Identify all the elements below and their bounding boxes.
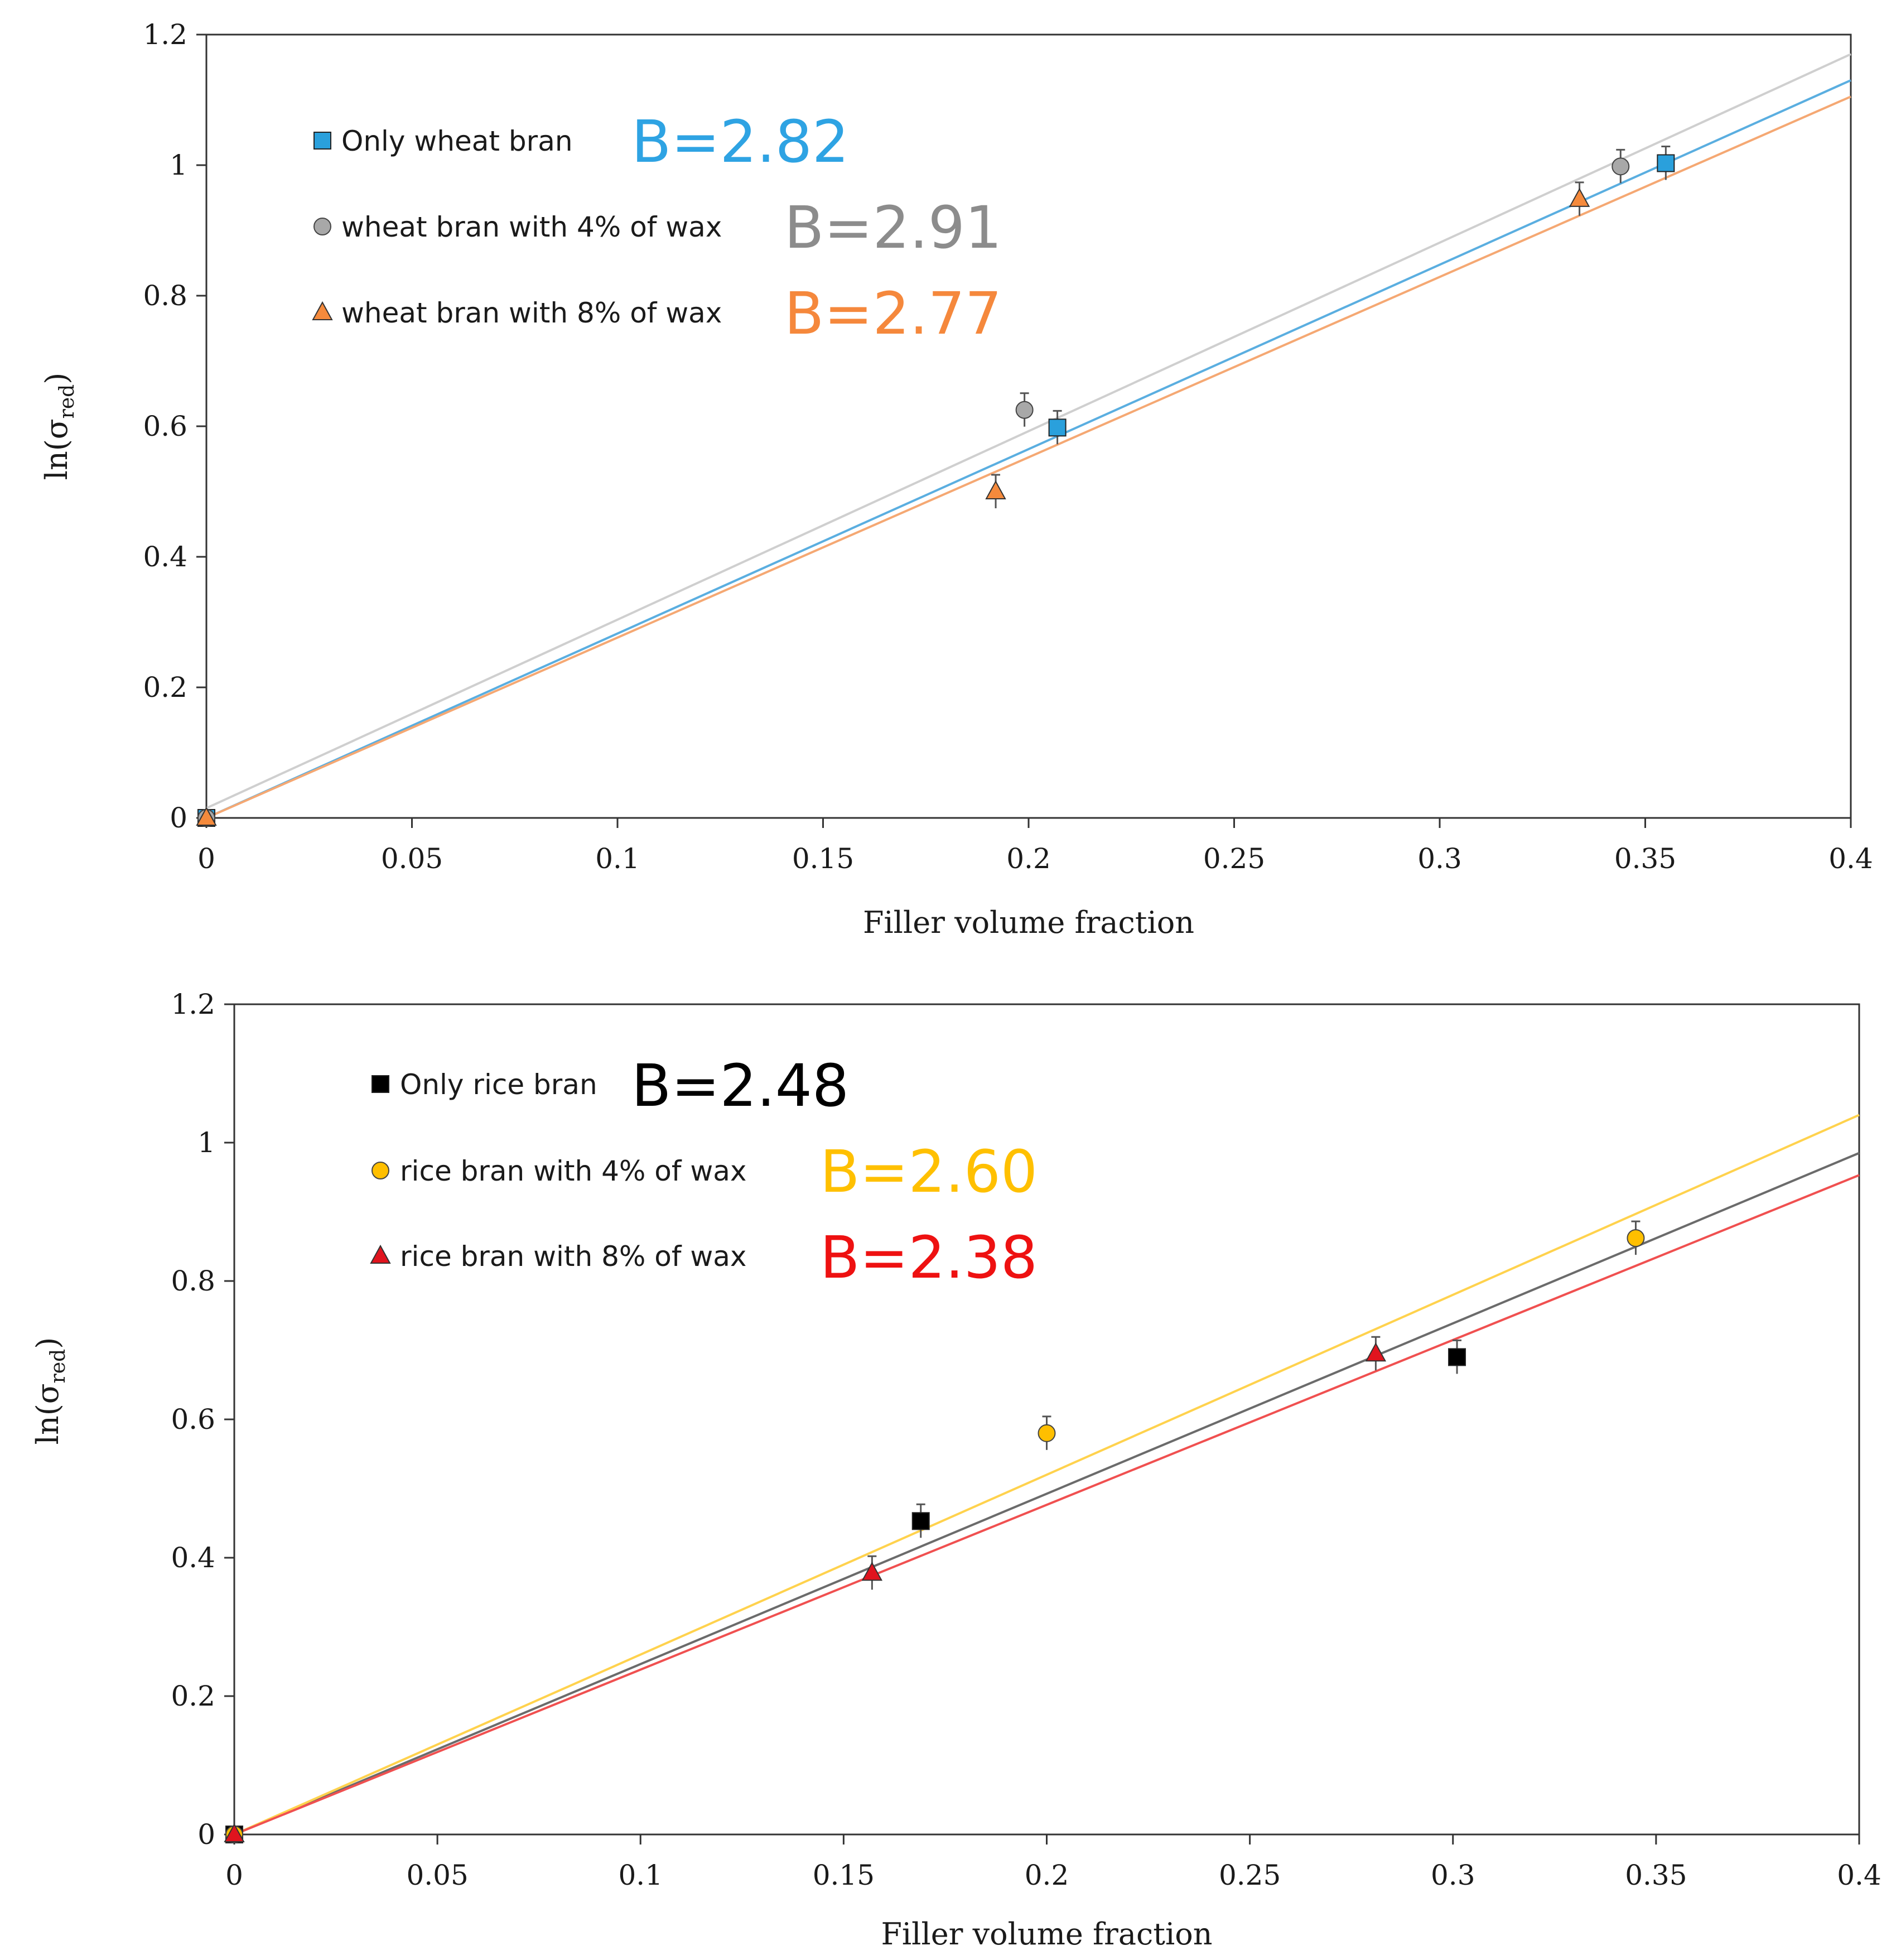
chart2-y-tick-label: 0.2 [171,1680,215,1712]
chart1-series-3-point-3 [1569,187,1590,207]
chart1-b-value-1: B=2.82 [631,108,849,176]
chart1-y-tick-label: 0.4 [143,541,187,573]
chart2-series-1-point-2 [911,1512,930,1530]
chart2-legend-marker-3 [370,1244,391,1264]
chart2-series-1-point-3 [1448,1348,1466,1366]
chart1-fit-line-2 [206,53,1851,810]
chart2-series-3-point-1 [224,1823,245,1842]
chart2-x-tick-label: 0.25 [1219,1859,1281,1891]
chart1-b-value-3: B=2.77 [784,280,1002,348]
chart1-series-2-point-3 [1611,157,1630,176]
chart1-series-3-point-1 [196,806,217,826]
chart1-x-axis-title: Filler volume fraction [863,905,1194,940]
chart2-x-tick-label: 0.35 [1625,1859,1687,1891]
chart1-legend-marker-3 [312,301,333,320]
chart1-series-3-point-2 [985,480,1006,499]
chart2-legend-marker-2 [371,1162,389,1179]
chart1-x-tick-label: 0.25 [1203,842,1265,875]
chart1-x-tick-label: 0 [197,842,215,875]
chart1-y-tick-label: 0.6 [143,410,187,442]
chart1-x-tick-label: 0.35 [1614,842,1676,875]
chart1-y-tick-label: 0 [170,802,187,834]
chart1-y-axis-title: ln(σred) [39,373,79,480]
chart1-x-tick-label: 0.3 [1417,842,1462,875]
chart2-legend-label-1: Only rice bran [400,1068,597,1101]
chart1-x-tick-label: 0.4 [1828,842,1873,875]
chart2-fit-line-2 [234,1114,1860,1836]
chart1: 0 0.05 0.1 0.15 0.2 0.25 0.3 0.35 0.4 0 0.2 0.4 0.6 0… [39,18,1873,940]
chart2-x-tick-label: 0.05 [406,1859,468,1891]
chart2-y-tick-label: 1.2 [171,988,215,1020]
chart1-series-1-point-2 [1048,418,1067,437]
chart1-legend-label-2: wheat bran with 4% of wax [341,211,722,243]
chart2-series-2-point-3 [1627,1229,1645,1248]
chart2-y-tick-label: 0.6 [171,1403,215,1436]
chart1-y-tick-label: 0.8 [143,280,187,312]
chart2-series-3-point-2 [861,1562,883,1581]
chart2-b-value-3: B=2.38 [820,1224,1038,1292]
chart1-legend-marker-2 [313,218,331,235]
chart1-x-tick-label: 0.05 [381,842,443,875]
chart2: 0 0.05 0.1 0.15 0.2 0.25 0.3 0.35 0.4 0 0.2 0.4 0.6 0… [30,988,1881,1952]
chart2-y-tick-label: 0.4 [171,1542,215,1574]
chart2-fit-line-3 [234,1174,1860,1836]
chart2-x-tick-label: 0.3 [1431,1859,1475,1891]
chart1-fit-line-3 [206,95,1851,819]
chart2-x-tick-label: 0.1 [618,1859,663,1891]
chart2-x-axis-title: Filler volume fraction [881,1916,1212,1952]
chart1-y-tick-label: 1.2 [143,18,187,51]
chart1-x-tick-label: 0.2 [1006,842,1051,875]
chart2-x-tick-label: 0.4 [1837,1859,1881,1891]
chart1-legend-label-3: wheat bran with 8% of wax [341,297,722,329]
chart1-y-tick-label: 1 [170,149,187,181]
chart2-y-tick-label: 0 [197,1818,215,1851]
chart2-legend-label-3: rice bran with 8% of wax [400,1240,747,1273]
chart2-series-3-point-3 [1365,1342,1387,1362]
chart1-y-tick-label: 0.2 [143,671,187,704]
chart2-y-tick-label: 1 [197,1126,215,1159]
chart1-fit-line-1 [206,79,1851,819]
chart1-series-1-point-3 [1657,154,1675,172]
chart1-x-tick-label: 0.1 [595,842,640,875]
chart2-y-axis-title: ln(σred) [30,1337,70,1445]
chart2-legend-marker-1 [371,1075,389,1093]
chart1-legend-marker-1 [313,132,331,150]
chart2-y-tick-label: 0.8 [171,1265,215,1297]
chart2-b-value-2: B=2.60 [820,1138,1038,1206]
chart2-fit-line-1 [234,1152,1860,1836]
chart1-legend-label-1: Only wheat bran [341,125,573,157]
chart2-legend-label-2: rice bran with 4% of wax [400,1155,747,1187]
chart2-b-value-1: B=2.48 [631,1052,849,1120]
chart2-x-tick-label: 0.2 [1025,1859,1069,1891]
chart2-x-tick-label: 0 [225,1859,243,1891]
chart2-series-2-point-2 [1038,1424,1056,1442]
chart1-x-tick-label: 0.15 [792,842,854,875]
chart1-series-2-point-2 [1015,401,1034,419]
chart2-x-tick-label: 0.15 [813,1859,875,1891]
chart1-b-value-2: B=2.91 [784,194,1002,262]
